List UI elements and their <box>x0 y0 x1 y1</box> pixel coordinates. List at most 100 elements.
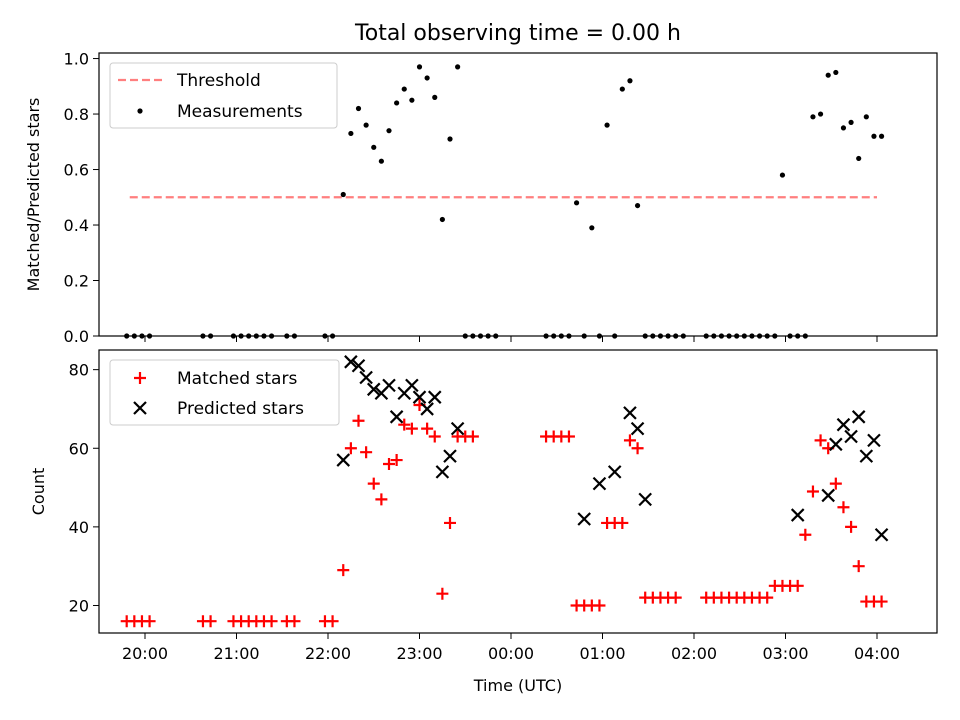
measurement-point <box>726 333 732 339</box>
measurement-point <box>581 333 587 339</box>
measurement-point <box>558 333 564 339</box>
predicted-star-point <box>351 358 366 373</box>
predicted-star-point <box>623 406 637 420</box>
measurement-point <box>863 114 869 120</box>
measurement-point <box>131 333 137 339</box>
bottom-y-axis-label: Count <box>29 468 48 516</box>
matched-star-point <box>814 434 827 447</box>
matched-star-point <box>799 528 812 541</box>
measurement-point <box>355 105 362 112</box>
measurement-point <box>825 72 831 78</box>
matched-star-point <box>669 591 682 604</box>
predicted-star-point <box>844 429 858 444</box>
measurement-point <box>424 75 430 81</box>
legend-measurements-label: Measurements <box>177 102 303 122</box>
top-y-tick-label: 0.0 <box>64 327 89 346</box>
measurement-point <box>124 333 130 339</box>
measurement-point <box>795 333 801 339</box>
predicted-star-point <box>336 453 351 467</box>
x-tick-label: 01:00 <box>579 644 625 663</box>
predicted-star-point <box>420 402 434 416</box>
measurement-point <box>246 333 252 339</box>
measurement-point <box>871 133 877 139</box>
matched-star-point <box>405 422 418 435</box>
measurement-point <box>493 333 499 339</box>
measurement-point <box>604 122 610 128</box>
measurement-point <box>673 333 679 339</box>
predicted-star-point <box>435 465 450 479</box>
measurement-point <box>462 333 468 339</box>
top-y-axis-label: Matched/Predicted stars <box>24 98 43 292</box>
measurement-point <box>817 111 824 117</box>
x-tick-label: 23:00 <box>396 644 442 663</box>
top-y-tick-label: 0.6 <box>64 161 89 180</box>
bottom-panel: 20 40 60 80 20:00 21:00 22:00 23:00 00:00 01:00 0… <box>29 349 938 695</box>
bottom-marks <box>120 355 889 628</box>
predicted-star-point <box>382 378 396 393</box>
bottom-y-tick-label: 20 <box>69 596 89 615</box>
measurement-point <box>340 191 346 198</box>
predicted-star-point <box>859 449 874 463</box>
predicted-star-point <box>836 417 851 432</box>
measurement-point <box>268 333 275 339</box>
predicted-star-point <box>450 421 465 436</box>
x-axis-label: Time (UTC) <box>473 676 562 695</box>
bottom-y-ticks: 20 40 60 80 <box>69 361 99 615</box>
matched-star-point <box>837 501 850 514</box>
measurement-point <box>394 100 400 106</box>
measurement-point <box>657 333 664 339</box>
measurement-point <box>455 64 461 70</box>
predicted-star-point <box>630 421 645 436</box>
measurement-point <box>371 144 377 150</box>
matched-star-point <box>428 430 441 443</box>
matched-star-point <box>845 520 858 533</box>
x-tick-label: 21:00 <box>213 644 259 663</box>
measurement-point <box>348 130 354 137</box>
measurement-point <box>485 333 491 339</box>
measurement-point <box>627 78 633 84</box>
bottom-legend-box <box>109 359 340 426</box>
matched-star-point <box>444 516 456 529</box>
matched-star-point <box>829 477 842 490</box>
measurement-point <box>650 333 656 339</box>
matched-star-point <box>288 615 301 628</box>
measurement-point <box>139 333 145 339</box>
top-marks <box>124 64 885 339</box>
measurement-point <box>680 333 686 339</box>
predicted-star-point <box>366 382 381 397</box>
predicted-star-point <box>427 390 442 404</box>
predicted-star-point <box>874 527 889 542</box>
measurement-point <box>543 333 549 339</box>
matched-star-point <box>265 615 278 628</box>
matched-star-point <box>806 485 819 498</box>
bottom-y-tick-label: 60 <box>69 439 89 458</box>
measurement-point <box>642 333 648 339</box>
measurement-point <box>477 333 484 339</box>
predicted-star-point <box>821 488 835 503</box>
matched-star-point <box>616 516 629 529</box>
measurement-point <box>207 333 214 339</box>
measurement-point <box>146 333 153 339</box>
bottom-legend: Matched stars Predicted stars <box>109 359 340 426</box>
measurement-point <box>363 122 369 128</box>
top-legend-box <box>109 62 338 129</box>
top-y-tick-label: 1.0 <box>64 50 89 69</box>
matched-star-point <box>791 579 804 592</box>
top-y-tick-label: 0.2 <box>64 272 89 291</box>
predicted-star-point <box>607 465 622 479</box>
measurement-point <box>566 333 572 339</box>
measurement-point <box>432 94 438 100</box>
measurement-point <box>772 333 778 339</box>
measurement-point <box>703 333 709 339</box>
matched-star-point <box>390 454 403 467</box>
top-y-ticks: 0.0 0.2 0.4 0.6 0.8 1.0 <box>64 50 99 346</box>
measurement-point <box>230 333 237 339</box>
x-tick-label: 00:00 <box>488 644 534 663</box>
measurement-point <box>734 333 740 339</box>
measurement-point <box>573 200 580 206</box>
measurement-point <box>711 333 717 339</box>
matched-star-point <box>360 446 373 459</box>
predicted-star-point <box>851 410 866 424</box>
matched-star-point <box>421 422 434 435</box>
predicted-star-point <box>344 355 358 369</box>
